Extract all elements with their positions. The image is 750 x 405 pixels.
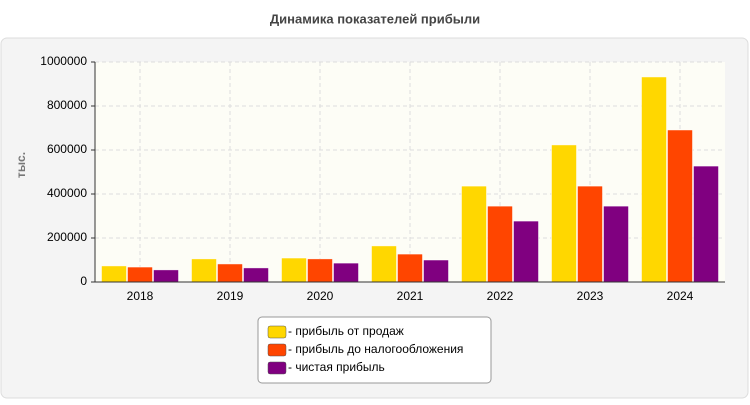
bar <box>641 76 667 283</box>
bar <box>513 220 539 283</box>
bar <box>127 266 153 283</box>
legend-box <box>257 316 492 384</box>
bar <box>461 185 487 283</box>
x-tick-label: 2021 <box>397 289 424 303</box>
chart-title: Динамика показателей прибыли <box>270 11 480 26</box>
bar <box>243 267 269 283</box>
x-tick-label: 2019 <box>217 289 244 303</box>
x-tick-label: 2024 <box>667 289 694 303</box>
legend-label: - прибыль до налогообложения <box>288 342 463 356</box>
bar <box>577 185 603 283</box>
legend-swatch <box>267 361 287 375</box>
legend-swatch <box>267 343 287 357</box>
y-tick-label: 1000000 <box>40 54 87 68</box>
x-tick-label: 2018 <box>127 289 154 303</box>
bar <box>603 205 629 283</box>
bar <box>667 129 693 283</box>
bar <box>397 253 423 283</box>
bar <box>191 258 217 283</box>
bar <box>487 205 513 283</box>
bar <box>693 165 719 283</box>
legend-swatch <box>267 325 287 339</box>
y-tick-label: 800000 <box>47 98 87 112</box>
bar <box>371 245 397 283</box>
legend-label: - прибыль от продаж <box>288 324 404 338</box>
bar <box>333 262 359 283</box>
bar <box>551 144 577 283</box>
y-tick-label: 200000 <box>47 230 87 244</box>
bar <box>101 265 127 283</box>
x-tick-label: 2022 <box>487 289 514 303</box>
bar <box>423 259 449 283</box>
x-tick-label: 2020 <box>307 289 334 303</box>
y-tick-label: 600000 <box>47 142 87 156</box>
y-axis-label: тыс. <box>14 152 28 178</box>
y-tick-label: 400000 <box>47 186 87 200</box>
bar <box>281 257 307 283</box>
bar <box>217 263 243 283</box>
legend-label: - чистая прибыль <box>288 360 385 374</box>
y-tick-label: 0 <box>80 274 87 288</box>
x-tick-label: 2023 <box>577 289 604 303</box>
plot-area <box>95 62 725 282</box>
bar <box>153 269 179 283</box>
bar <box>307 258 333 283</box>
